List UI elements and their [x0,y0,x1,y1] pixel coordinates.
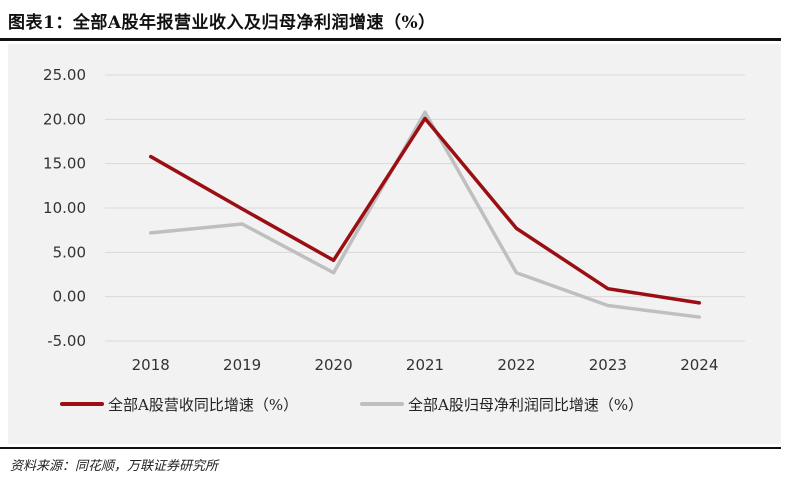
y-tick-label: 15.00 [43,155,86,173]
source-note: 资料来源：同花顺，万联证券研究所 [10,459,219,474]
series-line-net-profit [148,110,702,319]
legend-label: 全部A股营收同比增速（%） [108,396,298,414]
x-tick-label: 2020 [314,356,352,374]
legend-label: 全部A股归母净利润同比增速（%） [408,396,643,414]
y-tick-label: -5.00 [47,332,86,350]
x-tick-label: 2019 [223,356,261,374]
title-rule [0,38,781,41]
y-tick-label: 25.00 [43,66,86,84]
chart-title: 图表1：全部A股年报营业收入及归母净利润增速（%） [8,13,436,33]
y-tick-label: 5.00 [53,243,86,261]
x-tick-label: 2024 [680,356,718,374]
source-rule [0,447,781,449]
x-tick-label: 2021 [406,356,444,374]
y-tick-label: 0.00 [53,288,86,306]
chart-panel [8,44,781,444]
x-tick-label: 2023 [589,356,627,374]
x-tick-label: 2018 [132,356,170,374]
series-line-revenue [148,116,702,305]
y-tick-label: 20.00 [43,110,86,128]
y-tick-label: 10.00 [43,199,86,217]
x-tick-label: 2022 [497,356,535,374]
